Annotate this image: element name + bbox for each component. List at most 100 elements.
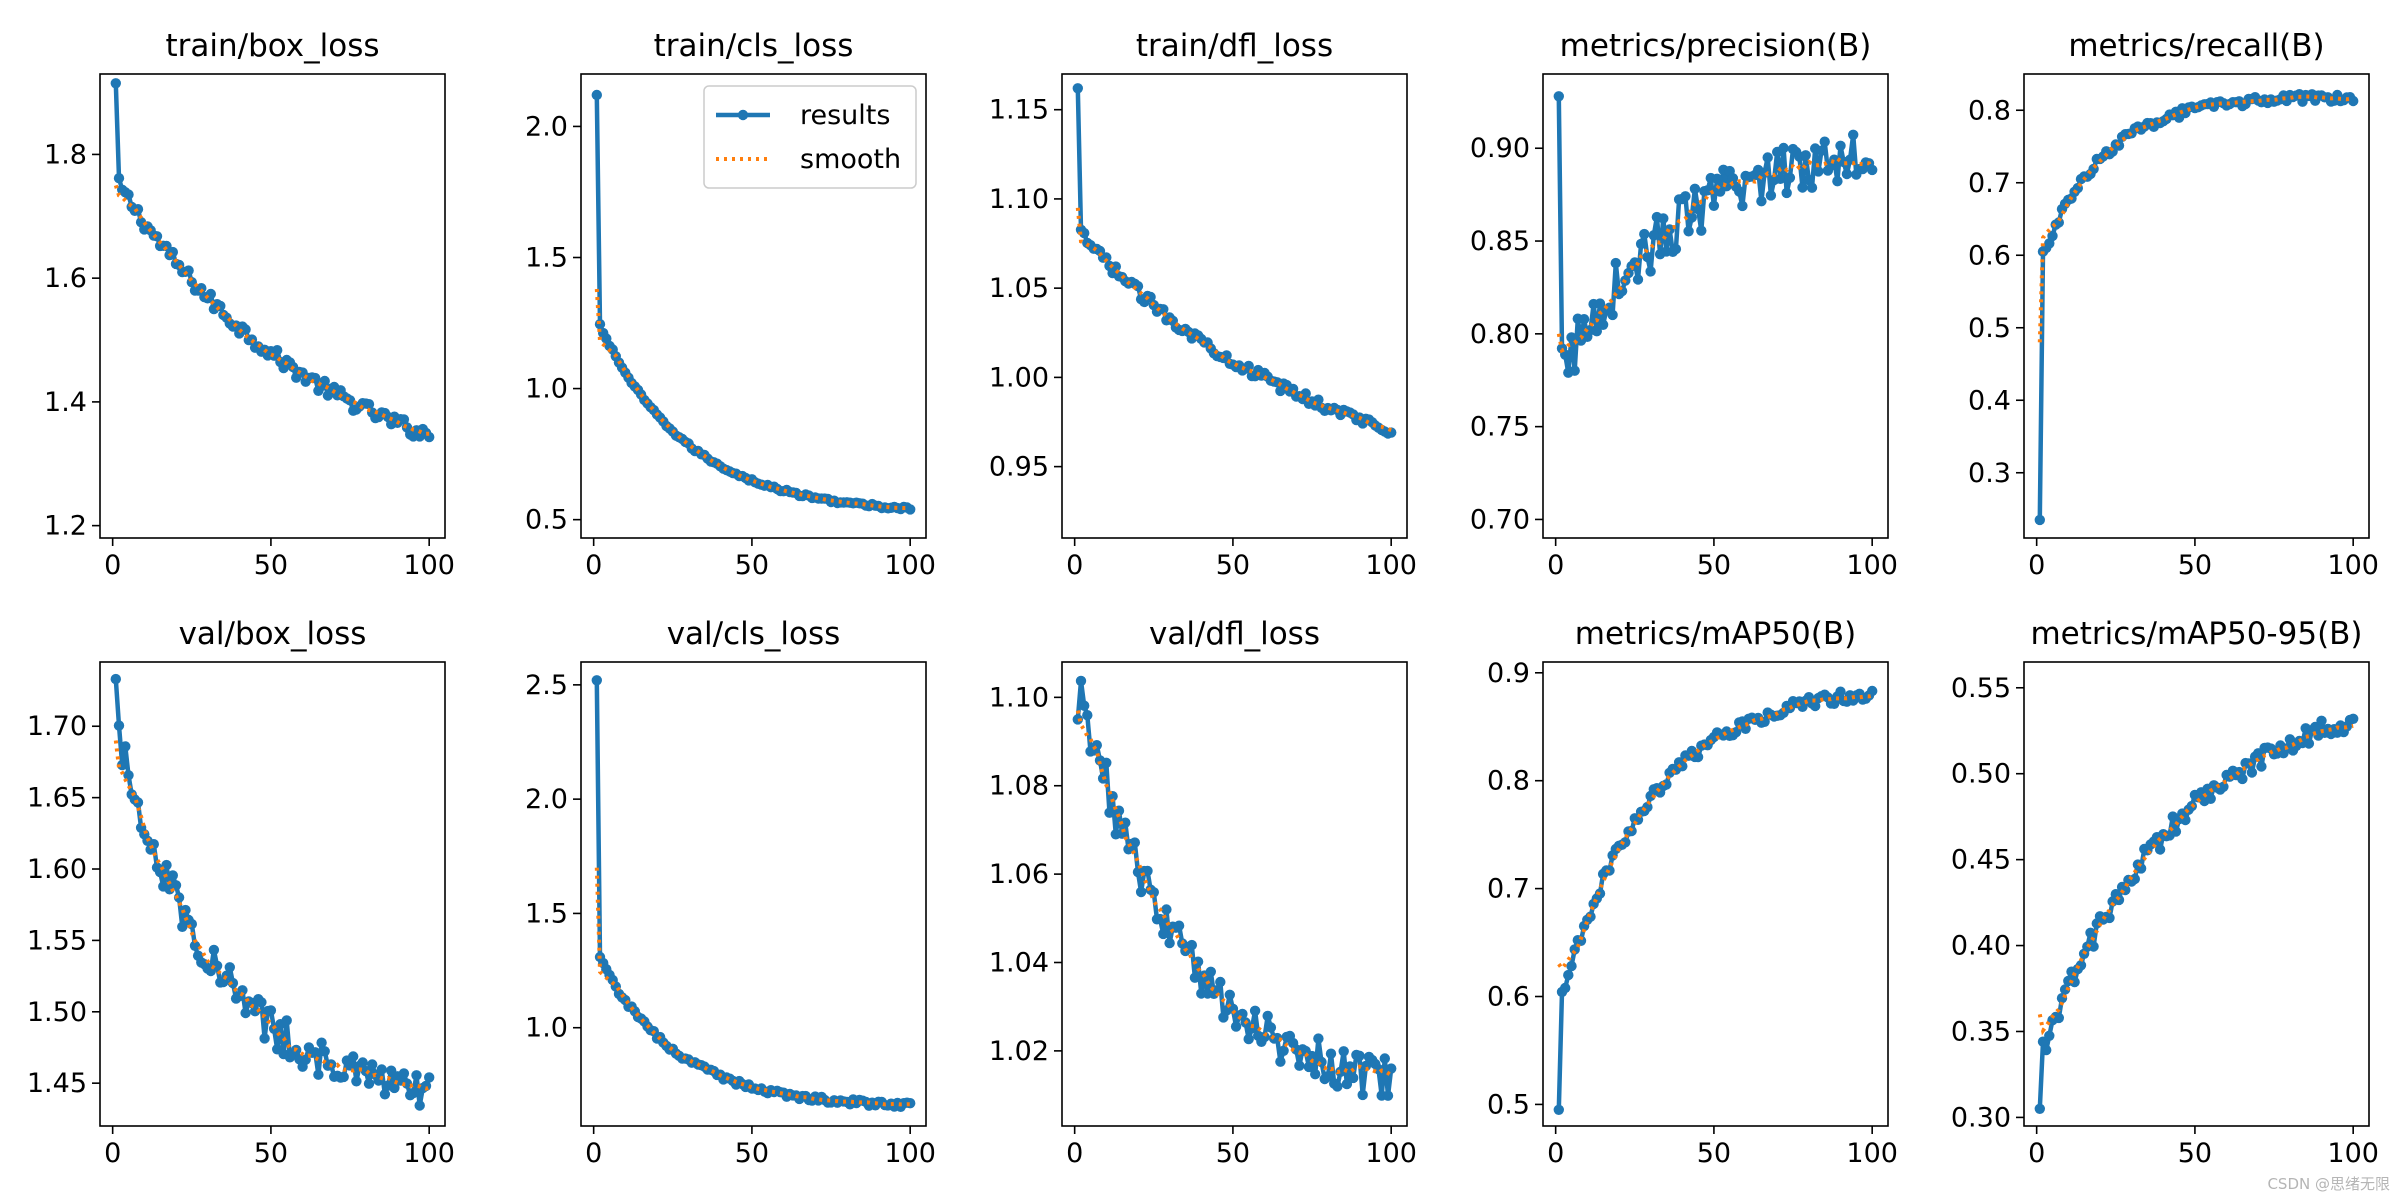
results-point	[2303, 738, 2315, 749]
y-tick-label: 1.2	[44, 511, 87, 542]
axes-frame	[1542, 73, 1889, 539]
results-point	[1148, 887, 1160, 898]
x-tick-label: 50	[1697, 1138, 1731, 1169]
results-point	[424, 1072, 435, 1083]
y-tick-label: 0.5	[1487, 1089, 1530, 1120]
results-point	[1142, 865, 1153, 877]
plot-area	[1553, 91, 1878, 378]
results-point	[1145, 291, 1156, 303]
y-tick-label: 0.95	[989, 452, 1049, 483]
y-tick-label: 0.45	[1951, 845, 2011, 876]
results-line	[2037, 91, 2355, 520]
chart-title: train/dfl_loss	[1136, 28, 1333, 64]
results-point	[1569, 365, 1580, 376]
results-line	[2037, 716, 2354, 1109]
y-tick-label: 0.35	[1951, 1016, 2011, 1047]
axes-frame	[580, 661, 927, 1127]
results-point	[424, 431, 435, 443]
results-point	[1101, 757, 1112, 768]
smooth-line	[113, 184, 430, 436]
y-tick-label: 1.04	[989, 947, 1049, 978]
results-point	[2256, 761, 2267, 772]
smooth-line	[113, 740, 430, 1091]
results-point	[1224, 989, 1236, 1000]
axes-frame	[1061, 73, 1408, 539]
results-point	[348, 1051, 359, 1062]
y-tick-label: 0.90	[1470, 133, 1530, 164]
results-point	[313, 1069, 324, 1080]
results-point	[256, 997, 267, 1008]
results-point	[2129, 873, 2140, 885]
x-tick-label: 50	[254, 1138, 288, 1169]
results-point	[123, 189, 134, 200]
results-point	[398, 1068, 410, 1079]
results-point	[1230, 1021, 1242, 1032]
results-point	[319, 375, 330, 387]
results-point	[177, 921, 188, 932]
x-tick-label: 100	[2327, 550, 2379, 581]
results-point	[1303, 1061, 1315, 1073]
results-point	[1300, 388, 1311, 399]
results-point	[1101, 252, 1112, 263]
results-point	[1689, 183, 1701, 194]
results-point	[1205, 966, 1217, 977]
chart-panel-5: metrics/recall(B) 0 50 100 0.3 0.4 0.5 0.6 0.7 0.…	[1968, 28, 2379, 581]
results-point	[1775, 173, 1786, 184]
results-point	[211, 960, 223, 971]
x-tick-label: 0	[1547, 550, 1564, 581]
y-tick-label: 0.6	[1968, 240, 2011, 271]
results-point	[249, 1006, 261, 1017]
y-tick-label: 0.70	[1470, 504, 1530, 535]
results-point	[2154, 844, 2166, 855]
results-point	[1692, 751, 1704, 763]
results-point	[196, 283, 207, 294]
results-point	[2237, 773, 2248, 785]
y-tick-label: 1.0	[525, 1013, 568, 1044]
y-tick-label: 0.5	[525, 505, 568, 536]
results-point	[1275, 1056, 1286, 1067]
x-tick-label: 100	[403, 550, 455, 581]
results-point	[189, 940, 201, 951]
axes-frame	[2023, 73, 2370, 539]
results-point	[1215, 976, 1226, 988]
results-point	[1158, 928, 1169, 940]
y-tick-label: 1.6	[44, 263, 87, 294]
smooth-line	[594, 867, 911, 1107]
results-point	[1680, 191, 1691, 202]
results-point	[1819, 136, 1830, 147]
results-point	[594, 319, 606, 330]
results-point	[2348, 95, 2359, 107]
results-point	[1813, 166, 1824, 177]
results-point	[1120, 817, 1131, 828]
y-tick-label: 0.3	[1968, 458, 2011, 489]
legend-box	[703, 85, 917, 189]
x-tick-label: 100	[1365, 1138, 1417, 1169]
y-tick-label: 1.10	[989, 682, 1049, 713]
results-point	[411, 1070, 422, 1081]
results-point	[1686, 212, 1698, 223]
results-point	[1658, 213, 1669, 224]
results-point	[110, 673, 122, 685]
results-point	[110, 78, 122, 89]
y-tick-label: 1.05	[989, 273, 1049, 304]
results-point	[1635, 238, 1647, 250]
results-point	[363, 399, 375, 410]
x-tick-label: 0	[585, 1138, 602, 1169]
results-point	[1670, 243, 1682, 255]
results-point	[265, 1005, 277, 1016]
results-point	[2047, 230, 2058, 242]
x-tick-label: 50	[735, 550, 769, 581]
x-tick-label: 0	[1066, 1138, 1083, 1169]
results-point	[1816, 145, 1827, 156]
results-point	[1711, 173, 1723, 184]
y-tick-label: 0.4	[1968, 385, 2011, 416]
results-point	[1639, 228, 1650, 240]
results-point	[1316, 1056, 1327, 1068]
results-point	[1221, 350, 1232, 361]
x-tick-label: 100	[2327, 1138, 2379, 1169]
results-point	[2246, 767, 2258, 778]
results-point	[1810, 700, 1821, 712]
results-point	[1610, 257, 1622, 269]
results-point	[1294, 1060, 1305, 1071]
results-point	[259, 1033, 270, 1044]
